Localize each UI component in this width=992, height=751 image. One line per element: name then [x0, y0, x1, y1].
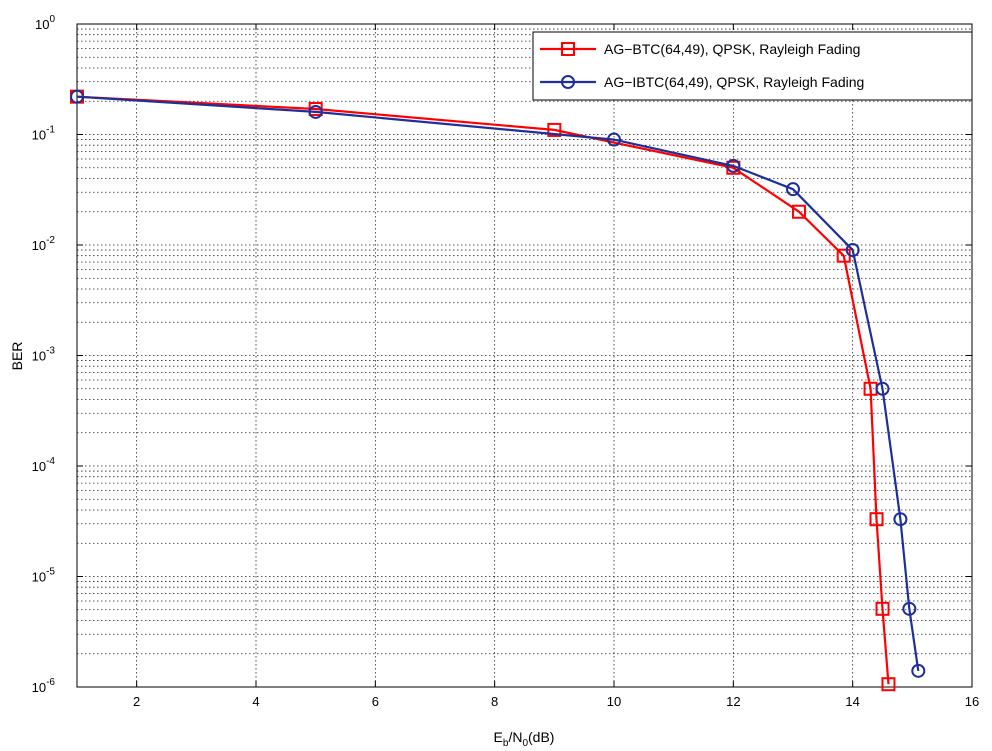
data-point: [308, 104, 323, 119]
legend-label: AG−IBTC(64,49), QPSK, Rayleigh Fading: [604, 74, 864, 90]
x-tick-label: 16: [965, 694, 979, 709]
data-point: [869, 512, 884, 527]
x-tick-label: 8: [491, 694, 498, 709]
grid-lines: [77, 24, 972, 687]
x-tick-label: 2: [133, 694, 140, 709]
legend: AG−BTC(64,49), QPSK, Rayleigh Fading AG−I…: [532, 31, 973, 101]
x-axis-label: Eb/N0(dB): [494, 729, 555, 749]
legend-marker: [561, 42, 575, 56]
y-axis-label: BER: [9, 342, 25, 371]
data-point: [893, 512, 908, 527]
data-point: [607, 132, 621, 147]
data-point: [875, 381, 890, 396]
data-point: [791, 204, 806, 219]
data-point: [875, 601, 890, 616]
y-tick-label: 10-6: [32, 677, 56, 695]
x-tick-label: 10: [607, 694, 621, 709]
x-tick-label: 14: [845, 694, 859, 709]
legend-entry: AG−IBTC(64,49), QPSK, Rayleigh Fading: [540, 74, 864, 90]
y-tick-label: 10-2: [32, 235, 56, 253]
y-tick-label: 10-5: [32, 567, 56, 585]
legend-entry: AG−BTC(64,49), QPSK, Rayleigh Fading: [540, 41, 860, 57]
y-tick-label: 10-3: [32, 346, 56, 364]
series-layer: [70, 89, 926, 692]
data-point: [911, 663, 926, 678]
data-point: [881, 677, 896, 692]
x-tick-label: 4: [252, 694, 259, 709]
y-tick-label: 10-4: [32, 456, 56, 474]
legend-label: AG−BTC(64,49), QPSK, Rayleigh Fading: [604, 41, 860, 57]
data-point: [70, 89, 84, 104]
y-tick-label: 100: [35, 14, 55, 32]
data-point: [726, 158, 741, 173]
data-point: [786, 182, 800, 197]
legend-box: [532, 31, 973, 101]
x-tick-label: 12: [726, 694, 740, 709]
series-1: [70, 89, 896, 692]
series-2: [70, 89, 926, 678]
data-point: [547, 122, 562, 137]
data-point: [845, 243, 860, 258]
legend-marker: [561, 75, 575, 89]
axis-ticks: 2 4 6 8 10 12 14 16 100 10-1 10-2 10-3 10-4 10-5 10-6: [32, 14, 980, 709]
x-tick-label: 6: [372, 694, 379, 709]
series-line: [76, 95, 890, 685]
data-point: [902, 601, 917, 616]
series-line: [76, 95, 920, 672]
y-tick-label: 10-1: [32, 125, 56, 143]
